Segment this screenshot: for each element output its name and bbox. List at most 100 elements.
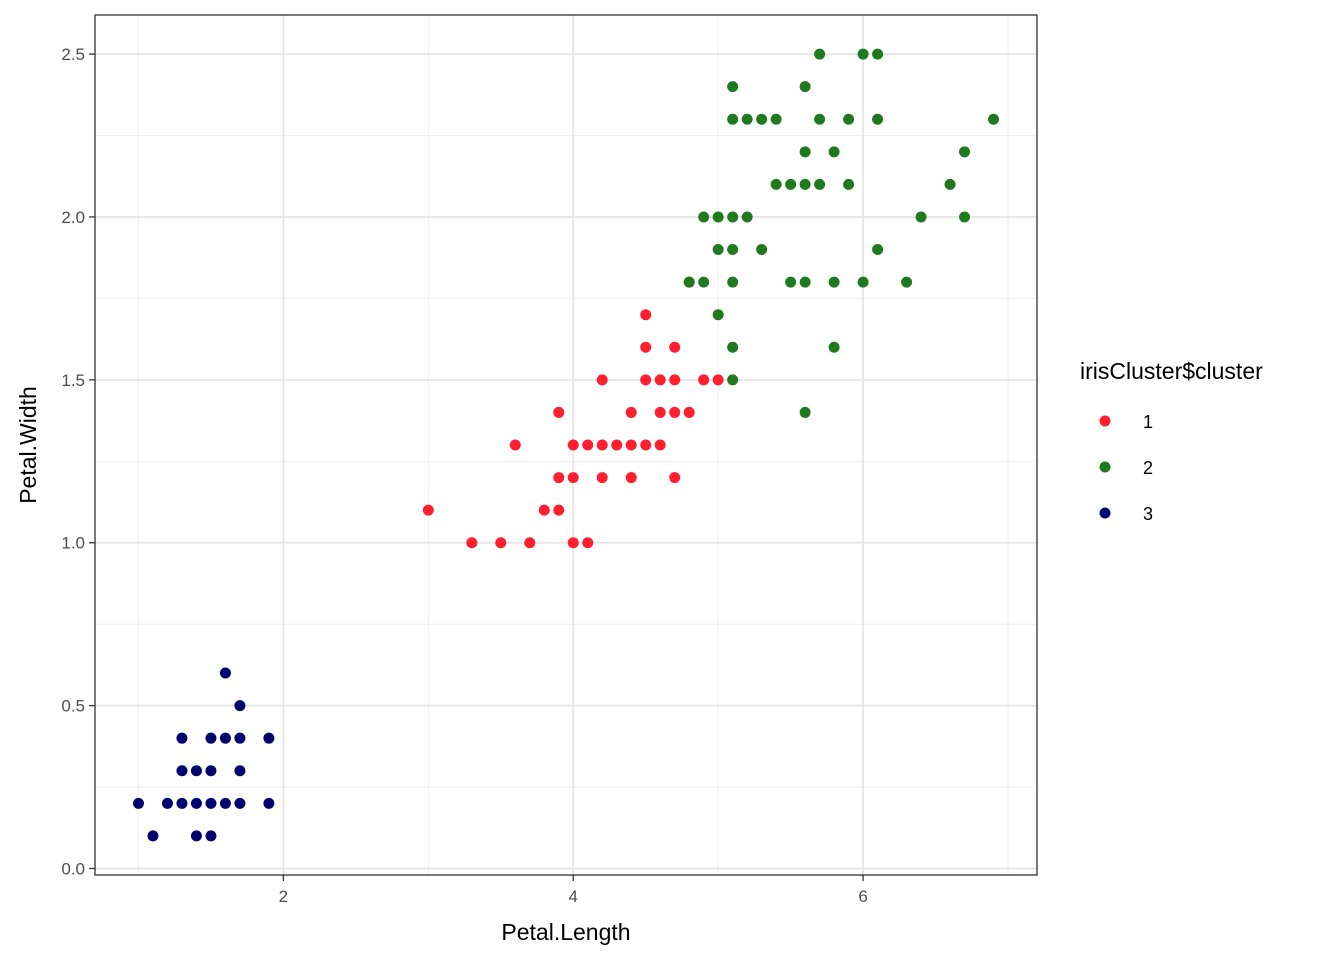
data-point-cluster-3 <box>263 797 275 809</box>
data-point-cluster-2 <box>959 146 971 158</box>
data-point-cluster-2 <box>727 244 739 256</box>
data-point-cluster-1 <box>698 374 710 386</box>
data-point-cluster-3 <box>234 732 246 744</box>
data-point-cluster-1 <box>567 439 579 451</box>
data-point-cluster-2 <box>828 146 840 158</box>
legend-key-3 <box>1099 507 1111 519</box>
data-point-cluster-2 <box>828 276 840 288</box>
data-point-cluster-1 <box>611 439 623 451</box>
data-point-cluster-3 <box>176 732 188 744</box>
data-point-cluster-3 <box>147 830 159 842</box>
data-point-cluster-1 <box>596 439 608 451</box>
data-point-cluster-2 <box>712 309 724 321</box>
data-point-cluster-1 <box>596 472 608 484</box>
y-tick-label: 2.5 <box>61 45 85 64</box>
data-point-cluster-3 <box>219 667 231 679</box>
data-point-cluster-1 <box>567 537 579 549</box>
x-tick-label: 4 <box>569 887 578 906</box>
y-axis: 0.0 0.5 1.0 1.5 2.0 2.5 <box>61 45 95 878</box>
data-point-cluster-2 <box>988 113 1000 125</box>
data-point-cluster-2 <box>799 276 811 288</box>
data-point-cluster-2 <box>872 113 884 125</box>
data-point-cluster-2 <box>959 211 971 223</box>
data-point-cluster-2 <box>683 276 695 288</box>
data-point-cluster-2 <box>727 81 739 93</box>
data-point-cluster-1 <box>582 537 594 549</box>
x-axis-title: Petal.Length <box>501 919 630 945</box>
legend-key-1 <box>1099 415 1111 427</box>
legend-title: irisCluster$cluster <box>1080 358 1263 384</box>
data-point-cluster-1 <box>553 406 565 418</box>
data-point-cluster-1 <box>422 504 434 516</box>
data-point-cluster-1 <box>669 374 681 386</box>
x-tick-label: 2 <box>279 887 288 906</box>
data-point-cluster-1 <box>466 537 478 549</box>
data-point-cluster-1 <box>567 472 579 484</box>
data-point-cluster-1 <box>654 439 666 451</box>
panel-background <box>95 15 1037 875</box>
data-point-cluster-2 <box>872 244 884 256</box>
data-point-cluster-2 <box>770 113 782 125</box>
data-point-cluster-1 <box>553 472 565 484</box>
data-point-cluster-2 <box>712 211 724 223</box>
data-point-cluster-1 <box>625 439 637 451</box>
data-point-cluster-3 <box>190 830 202 842</box>
data-point-cluster-1 <box>654 374 666 386</box>
data-point-cluster-2 <box>799 406 811 418</box>
data-point-cluster-1 <box>625 472 637 484</box>
data-point-cluster-1 <box>640 309 652 321</box>
data-point-cluster-2 <box>872 48 884 60</box>
y-tick-label: 1.0 <box>61 534 85 553</box>
data-point-cluster-3 <box>161 797 173 809</box>
data-point-cluster-3 <box>176 797 188 809</box>
data-point-cluster-2 <box>741 211 753 223</box>
data-point-cluster-1 <box>625 406 637 418</box>
data-point-cluster-1 <box>669 406 681 418</box>
data-point-cluster-2 <box>756 113 768 125</box>
data-point-cluster-3 <box>205 830 217 842</box>
data-point-cluster-3 <box>219 797 231 809</box>
y-axis-title: Petal.Width <box>15 386 41 504</box>
data-point-cluster-3 <box>205 765 217 777</box>
y-tick-label: 1.5 <box>61 371 85 390</box>
data-point-cluster-2 <box>915 211 927 223</box>
x-tick-label: 6 <box>858 887 867 906</box>
y-tick-label: 2.0 <box>61 208 85 227</box>
data-point-cluster-1 <box>669 472 681 484</box>
legend-label-1: 1 <box>1143 412 1153 432</box>
data-point-cluster-3 <box>205 732 217 744</box>
plot-panel <box>94 14 1038 876</box>
legend-label-2: 2 <box>1143 458 1153 478</box>
data-point-cluster-2 <box>756 244 768 256</box>
data-point-cluster-2 <box>843 113 855 125</box>
panel-border <box>94 14 1038 876</box>
data-point-cluster-2 <box>814 48 826 60</box>
data-point-cluster-2 <box>785 276 797 288</box>
data-point-cluster-2 <box>727 341 739 353</box>
data-point-cluster-1 <box>596 374 608 386</box>
data-point-cluster-2 <box>857 48 869 60</box>
data-point-cluster-2 <box>843 178 855 190</box>
data-point-cluster-2 <box>727 374 739 386</box>
data-point-cluster-2 <box>727 113 739 125</box>
data-point-cluster-1 <box>640 374 652 386</box>
data-points <box>132 48 1000 842</box>
data-point-cluster-2 <box>799 178 811 190</box>
data-point-cluster-3 <box>190 765 202 777</box>
data-point-cluster-1 <box>683 406 695 418</box>
data-point-cluster-1 <box>582 439 594 451</box>
y-tick-label: 0.5 <box>61 697 85 716</box>
data-point-cluster-2 <box>698 211 710 223</box>
x-axis: 2 4 6 <box>279 875 868 906</box>
legend: irisCluster$cluster 1 2 3 <box>1080 358 1263 524</box>
data-point-cluster-3 <box>234 797 246 809</box>
data-point-cluster-2 <box>770 178 782 190</box>
data-point-cluster-2 <box>727 211 739 223</box>
data-point-cluster-2 <box>814 178 826 190</box>
data-point-cluster-2 <box>741 113 753 125</box>
data-point-cluster-2 <box>698 276 710 288</box>
data-point-cluster-1 <box>495 537 507 549</box>
data-point-cluster-3 <box>234 765 246 777</box>
data-point-cluster-1 <box>640 439 652 451</box>
